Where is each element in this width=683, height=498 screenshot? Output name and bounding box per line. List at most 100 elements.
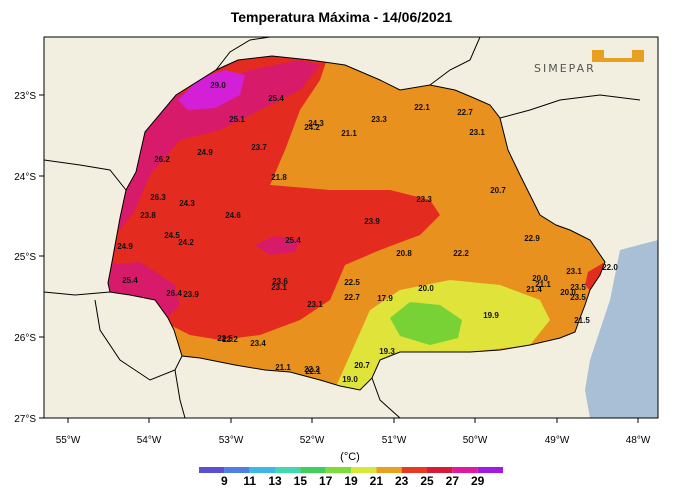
station-value: 23.4 xyxy=(250,339,266,348)
ocean xyxy=(585,240,658,418)
station-value: 25.4 xyxy=(268,94,284,103)
state-border xyxy=(107,55,606,391)
legend-tick-label: 17 xyxy=(319,474,333,488)
station-value: 22.1 xyxy=(305,367,321,376)
lon-tick-label: 50°W xyxy=(463,435,488,446)
station-value: 22.5 xyxy=(217,334,233,343)
station-value: 23.8 xyxy=(140,211,156,220)
station-value: 24.9 xyxy=(197,148,213,157)
station-value: 22.0 xyxy=(602,263,618,272)
station-value: 19.3 xyxy=(379,347,395,356)
legend-swatch xyxy=(325,467,351,473)
legend-swatch xyxy=(452,467,478,473)
station-value: 26.4 xyxy=(166,289,182,298)
station-value: 17.9 xyxy=(377,294,393,303)
legend-tick-label: 11 xyxy=(243,474,256,488)
legend-swatch xyxy=(376,467,402,473)
station-value: 20.7 xyxy=(354,361,370,370)
lat-tick-label: 25°S xyxy=(14,252,36,263)
station-value: 21.1 xyxy=(535,280,551,289)
legend-swatch xyxy=(401,467,427,473)
station-value: 22.5 xyxy=(344,278,360,287)
legend-tick-label: 21 xyxy=(370,474,384,488)
station-value: 23.1 xyxy=(566,267,582,276)
legend-swatch xyxy=(477,467,503,473)
map-frame-content: 29.025.425.1 24.324.223.322.122.721.1 23.1… xyxy=(44,37,658,418)
lon-tick-label: 48°W xyxy=(626,435,651,446)
station-value: 24.3 xyxy=(308,119,324,128)
station-value: 24.5 xyxy=(164,231,180,240)
legend-swatch xyxy=(249,467,275,473)
station-value: 20.0 xyxy=(532,274,548,283)
station-value: 24.2 xyxy=(304,123,320,132)
color-legend: 9 11 13 15 17 19 21 23 25 27 29 xyxy=(199,467,503,488)
legend-tick-label: 29 xyxy=(471,474,485,488)
station-value: 23.1 xyxy=(469,128,485,137)
station-value: 22.9 xyxy=(524,234,540,243)
logo-mark-icon xyxy=(592,50,644,62)
station-value: 21.1 xyxy=(275,363,291,372)
contour-29 xyxy=(178,70,245,110)
station-value: 25.4 xyxy=(122,276,138,285)
lat-tick-label: 24°S xyxy=(14,172,36,183)
legend-tick-label: 25 xyxy=(420,474,434,488)
station-value: 21.8 xyxy=(271,173,287,182)
station-value: 22.7 xyxy=(457,108,473,117)
station-value: 22.2 xyxy=(222,335,238,344)
station-value: 23.9 xyxy=(364,217,380,226)
station-value: 19.9 xyxy=(483,311,499,320)
lon-tick-label: 54°W xyxy=(137,435,162,446)
map-title: Temperatura Máxima - 14/06/2021 xyxy=(230,9,453,25)
station-value: 26.3 xyxy=(150,193,166,202)
lon-tick-label: 49°W xyxy=(545,435,570,446)
station-value: 23.5 xyxy=(570,293,586,302)
station-value: 22.2 xyxy=(453,249,469,258)
station-value: 22.1 xyxy=(414,103,430,112)
legend-tick-label: 23 xyxy=(395,474,409,488)
lon-tick-label: 51°W xyxy=(382,435,407,446)
border-line xyxy=(499,94,641,119)
legend-swatch xyxy=(275,467,301,473)
border-line xyxy=(215,37,271,71)
station-value: 21.1 xyxy=(341,129,357,138)
station-value: 23.6 xyxy=(272,277,288,286)
station-value: 23.1 xyxy=(271,283,287,292)
map-axes: 55°W 54°W 53°W 52°W 51°W 50°W 49°W 48°W 23°S 24°S… xyxy=(14,91,651,446)
contour-27 xyxy=(255,236,300,255)
border-line xyxy=(371,377,401,418)
lon-tick-label: 52°W xyxy=(300,435,325,446)
station-value: 24.2 xyxy=(178,238,194,247)
legend-tick-label: 15 xyxy=(294,474,308,488)
border-line xyxy=(174,369,186,418)
station-value: 25.1 xyxy=(229,115,245,124)
lon-tick-label: 55°W xyxy=(56,435,81,446)
station-value: 20.0 xyxy=(418,284,434,293)
station-value: 22.7 xyxy=(344,293,360,302)
legend-tick-label: 13 xyxy=(268,474,282,488)
legend-swatch xyxy=(199,467,225,473)
station-value: 24.9 xyxy=(117,242,133,251)
station-value: 20.7 xyxy=(490,186,506,195)
legend-unit: (°C) xyxy=(340,451,360,463)
legend-tick-label: 19 xyxy=(344,474,358,488)
station-value: 23.1 xyxy=(307,300,323,309)
station-value: 23.3 xyxy=(371,115,387,124)
border-line xyxy=(44,291,111,296)
station-value: 23.3 xyxy=(416,195,432,204)
simepar-logo: SIMEPAR xyxy=(534,50,644,75)
station-value: 19.0 xyxy=(342,375,358,384)
legend-swatch xyxy=(300,467,326,473)
logo-text: SIMEPAR xyxy=(534,62,596,75)
border-line xyxy=(429,37,481,86)
legend-swatch xyxy=(427,467,453,473)
station-values: 29.025.425.1 24.324.223.322.122.721.1 23.1… xyxy=(117,81,618,384)
lat-tick-label: 27°S xyxy=(14,414,36,425)
station-value: 29.0 xyxy=(210,81,226,90)
station-value: 20.8 xyxy=(396,249,412,258)
border-line xyxy=(94,299,183,381)
lat-tick-label: 26°S xyxy=(14,333,36,344)
station-value: 23.5 xyxy=(570,283,586,292)
station-value: 23.9 xyxy=(183,290,199,299)
station-value: 20.0 xyxy=(560,288,576,297)
